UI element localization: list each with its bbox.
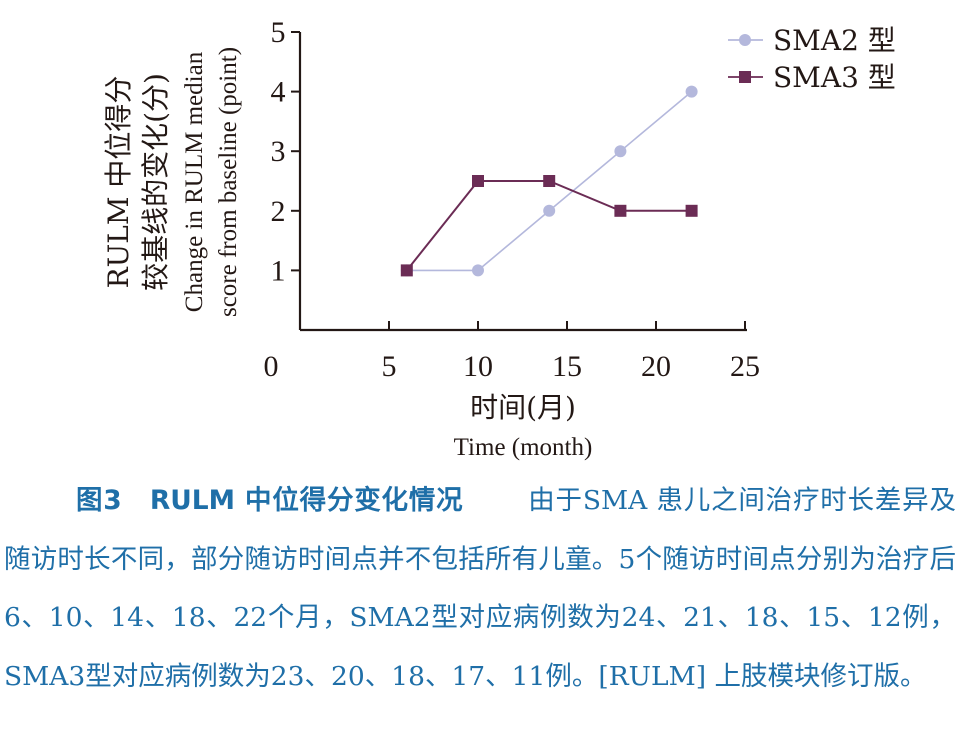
x-tick-label: 10 xyxy=(463,350,493,383)
legend-label: SMA2 型 xyxy=(773,24,896,57)
legend-label: SMA3 型 xyxy=(773,61,896,94)
y-tick-label: 4 xyxy=(271,76,286,109)
data-point xyxy=(685,204,698,217)
data-point xyxy=(543,204,556,217)
data-point xyxy=(472,175,484,187)
y-tick-label: 3 xyxy=(271,135,286,168)
data-point xyxy=(685,85,698,98)
figure-caption: 图3 RULM 中位得分变化情况 由于SMA 患儿之间治疗时长差异及随访时长不同，… xyxy=(4,472,956,706)
chart-legend: SMA2 型 SMA3 型 xyxy=(728,24,896,94)
line-chart: 1 2 3 4 5 0 5 10 15 20 25 SMA2 型 SMA3 型 RULM 中位得分 较基… xyxy=(102,16,896,461)
y-tick-label: 2 xyxy=(271,195,286,228)
y-axis-label: RULM 中位得分 xyxy=(102,76,135,289)
x-tick-label: 20 xyxy=(641,350,671,383)
caption-body: 由于SMA 患儿之间治疗时长差异及随访时长不同，部分随访时间点并不包括所有儿童。… xyxy=(4,485,956,692)
x-tick-label: 5 xyxy=(382,350,397,383)
series-2 xyxy=(400,175,698,277)
caption-title: 图3 RULM 中位得分变化情况 xyxy=(76,485,464,516)
y-axis-label: Change in RULM median xyxy=(181,51,208,312)
x-axis-label: 时间(月) xyxy=(470,391,576,424)
series-line xyxy=(406,180,692,272)
legend-marker xyxy=(739,34,751,46)
y-axis-label: score from baseline (point) xyxy=(215,47,242,317)
x-tick-label: 25 xyxy=(730,350,760,383)
data-point xyxy=(614,204,627,217)
data-point xyxy=(614,145,627,158)
y-tick-label: 5 xyxy=(271,16,286,49)
x-tick-label: 15 xyxy=(552,350,582,383)
x-axis-label: Time (month) xyxy=(454,434,593,461)
data-point xyxy=(472,264,484,277)
y-tick-label: 1 xyxy=(271,254,286,287)
legend-marker xyxy=(739,71,751,83)
x-tick-label: 0 xyxy=(264,350,279,383)
chart-axis-labels: RULM 中位得分 较基线的变化(分) Change in RULM median s… xyxy=(102,47,592,461)
chart-series-layer xyxy=(400,85,698,277)
data-point xyxy=(543,175,556,187)
y-axis-label: 较基线的变化(分) xyxy=(139,73,172,291)
chart-axes: 1 2 3 4 5 0 5 10 15 20 25 xyxy=(264,16,761,383)
data-point xyxy=(400,264,413,277)
